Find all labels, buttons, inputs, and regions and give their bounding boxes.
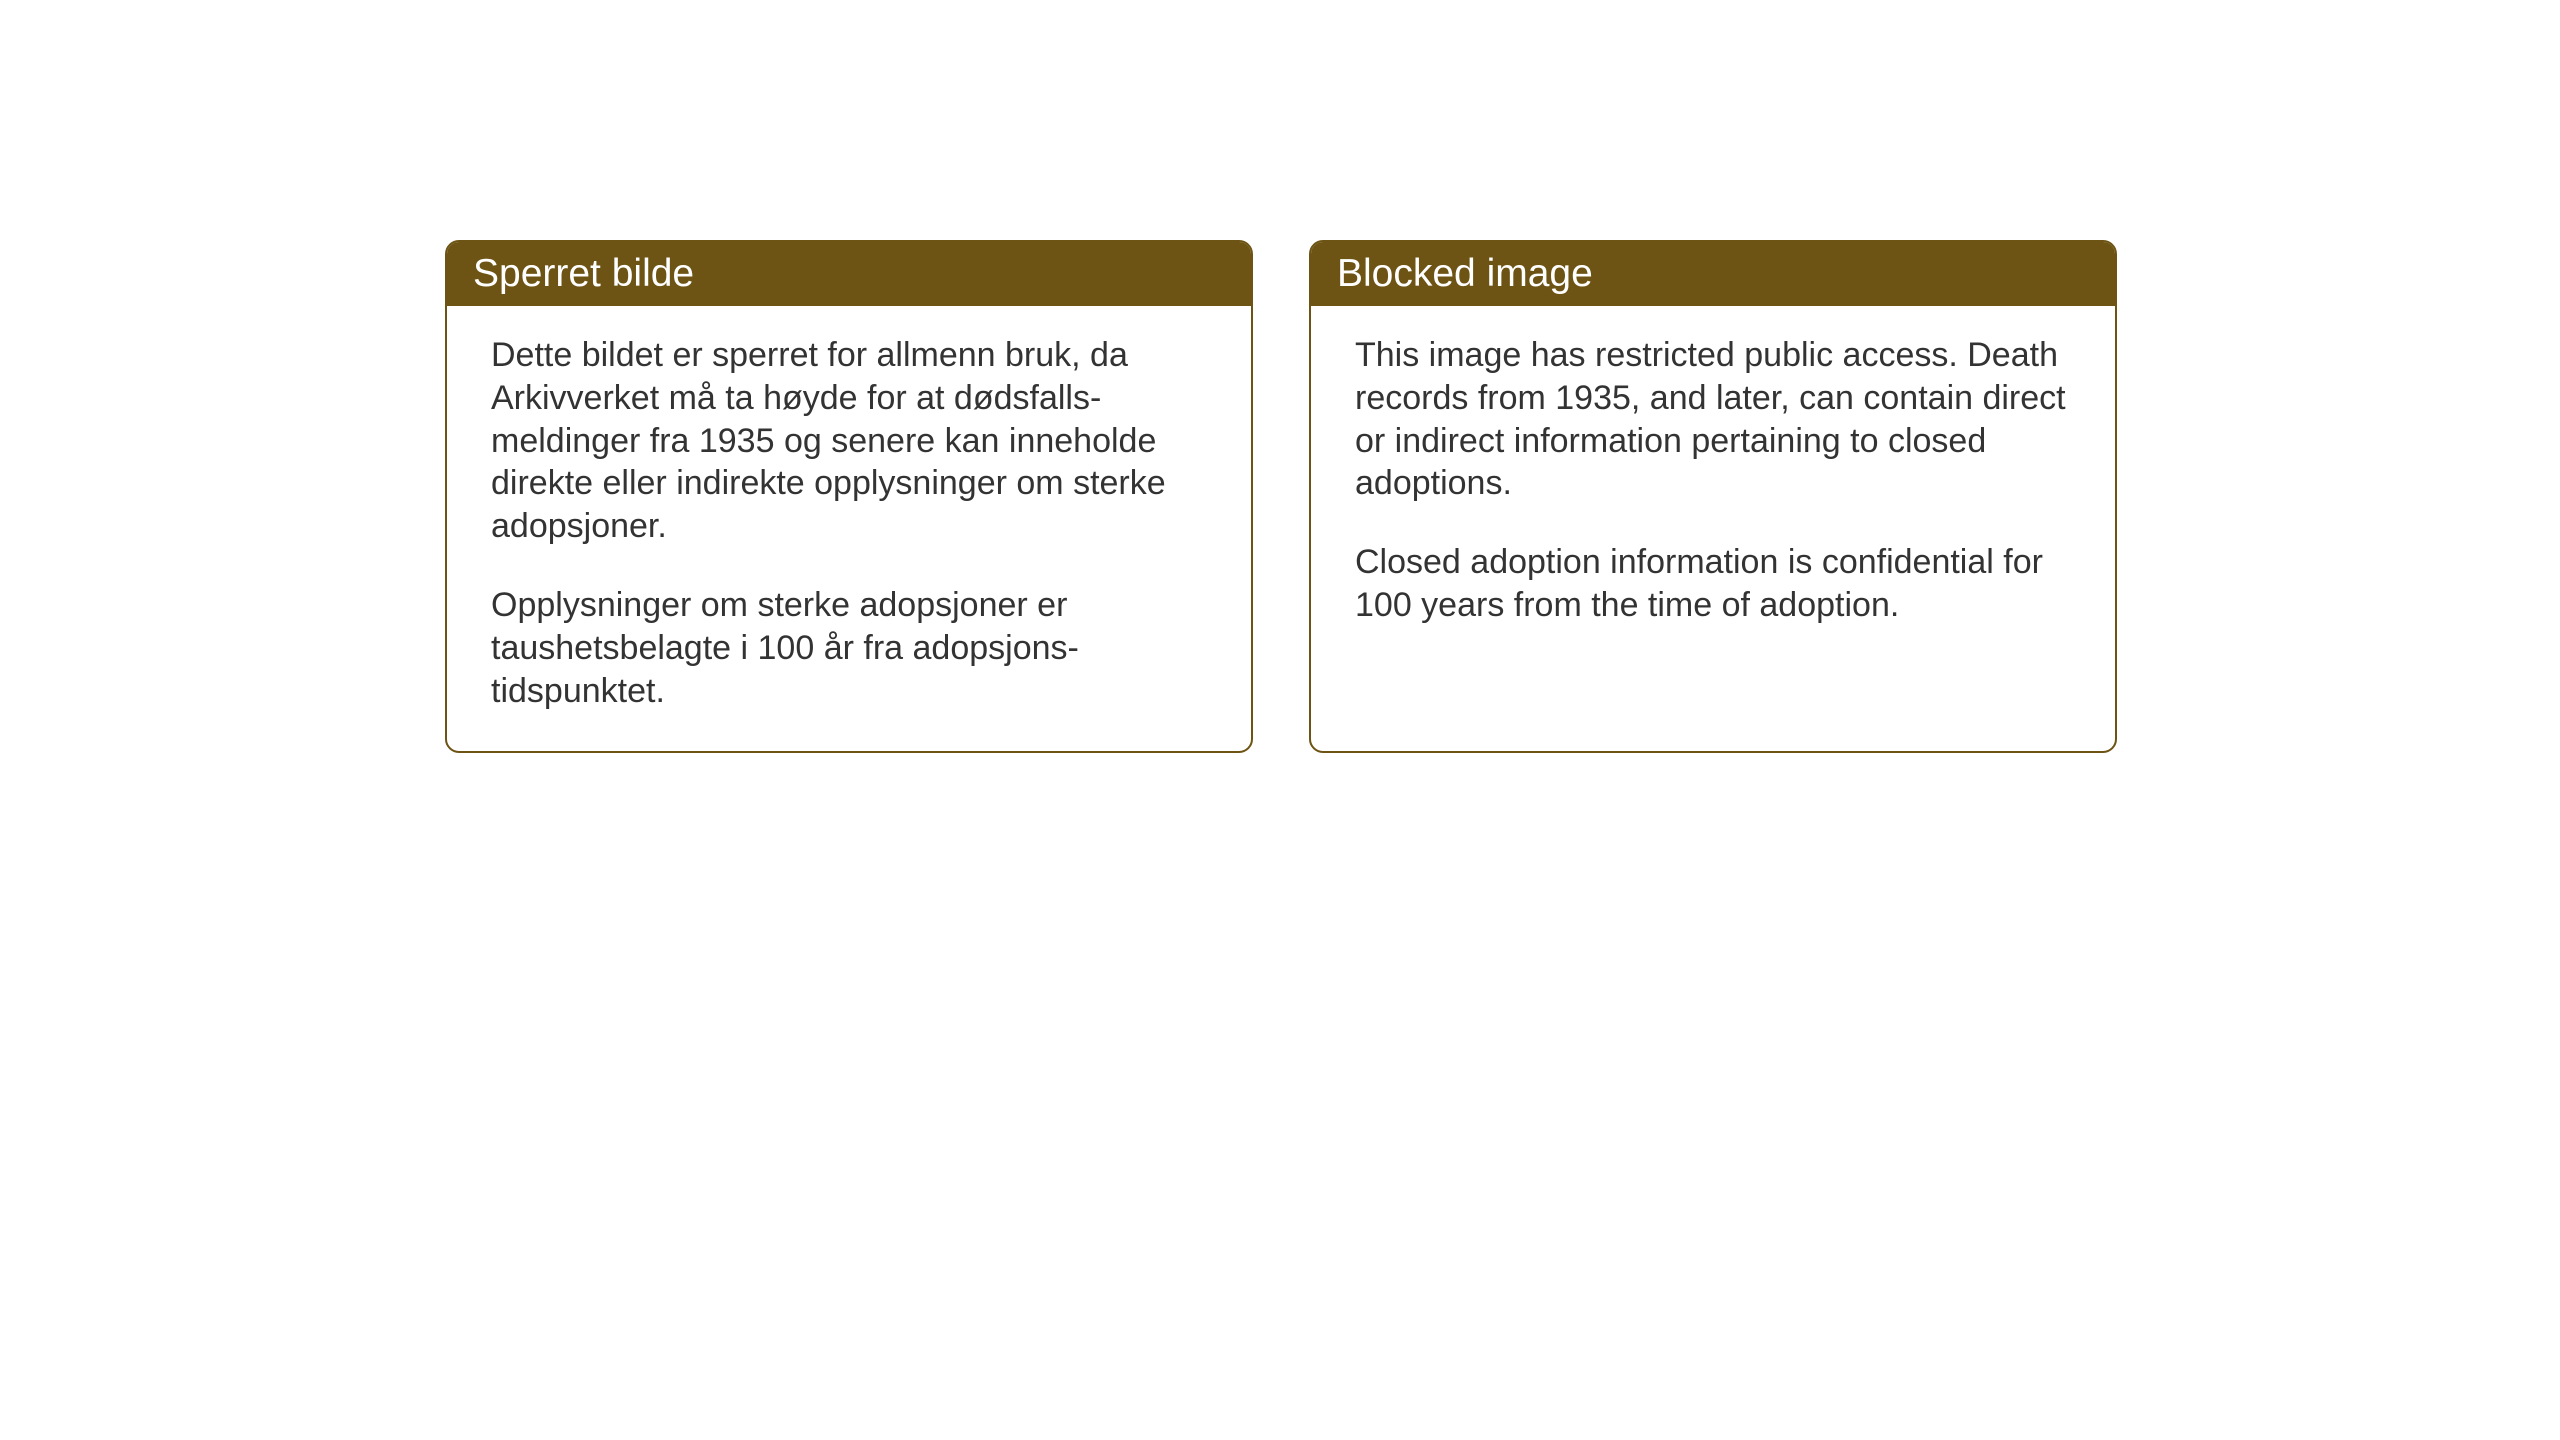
notice-card-norwegian: Sperret bilde Dette bildet er sperret fo…: [445, 240, 1253, 753]
card-title-norwegian: Sperret bilde: [473, 252, 694, 295]
card-body-norwegian: Dette bildet er sperret for allmenn bruk…: [447, 306, 1251, 751]
card-paragraph-1-norwegian: Dette bildet er sperret for allmenn bruk…: [491, 334, 1207, 548]
card-title-english: Blocked image: [1337, 252, 1593, 295]
card-header-norwegian: Sperret bilde: [447, 242, 1251, 306]
notice-cards-container: Sperret bilde Dette bildet er sperret fo…: [445, 240, 2117, 753]
card-paragraph-2-english: Closed adoption information is confident…: [1355, 541, 2071, 627]
card-header-english: Blocked image: [1311, 242, 2115, 306]
card-paragraph-2-norwegian: Opplysninger om sterke adopsjoner er tau…: [491, 584, 1207, 712]
card-body-english: This image has restricted public access.…: [1311, 306, 2115, 665]
notice-card-english: Blocked image This image has restricted …: [1309, 240, 2117, 753]
card-paragraph-1-english: This image has restricted public access.…: [1355, 334, 2071, 505]
